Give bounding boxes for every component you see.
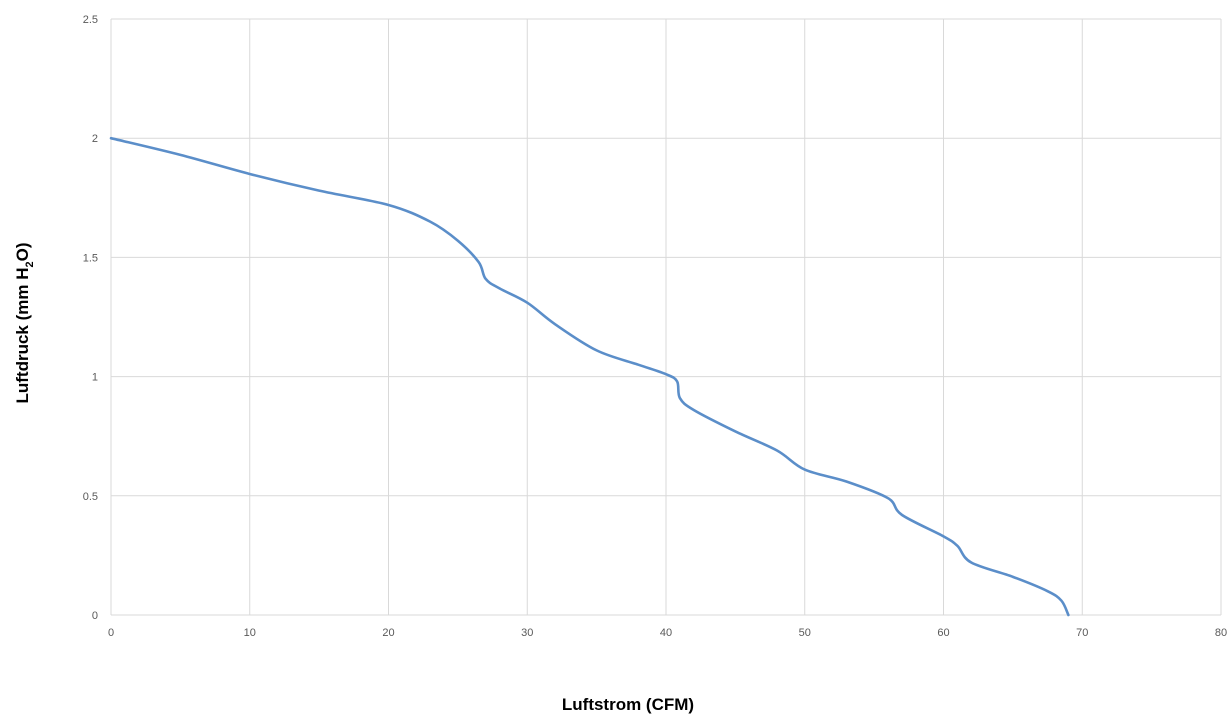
y-axis-title-prefix: Luftdruck (mm H [13, 268, 32, 404]
x-tick-label: 50 [799, 627, 811, 639]
x-axis-title: Luftstrom (CFM) [562, 695, 694, 714]
tick-labels: 0 10 20 30 40 50 60 70 80 0 0.5 1 1.5 2 2.5 [83, 14, 1227, 639]
y-tick-label: 0.5 [83, 491, 98, 503]
x-tick-label: 10 [244, 627, 256, 639]
series-layer [109, 136, 1070, 617]
y-axis-title-subscript: 2 [24, 261, 36, 267]
y-axis-title-suffix: O) [13, 242, 32, 261]
y-tick-label: 1.5 [83, 252, 98, 264]
grid-lines [110, 18, 1222, 616]
x-tick-label: 80 [1215, 627, 1227, 639]
y-tick-label: 2.5 [83, 14, 98, 26]
y-tick-label: 2 [92, 133, 98, 145]
y-tick-label: 1 [92, 372, 98, 384]
x-tick-label: 40 [660, 627, 672, 639]
x-tick-label: 20 [382, 627, 394, 639]
x-tick-label: 30 [521, 627, 533, 639]
x-tick-label: 60 [937, 627, 949, 639]
series-line [109, 136, 1070, 617]
y-axis-title: Luftdruck (mm H2O) [13, 242, 36, 403]
y-tick-label: 0 [92, 610, 98, 622]
x-tick-label: 0 [108, 627, 114, 639]
x-tick-label: 70 [1076, 627, 1088, 639]
